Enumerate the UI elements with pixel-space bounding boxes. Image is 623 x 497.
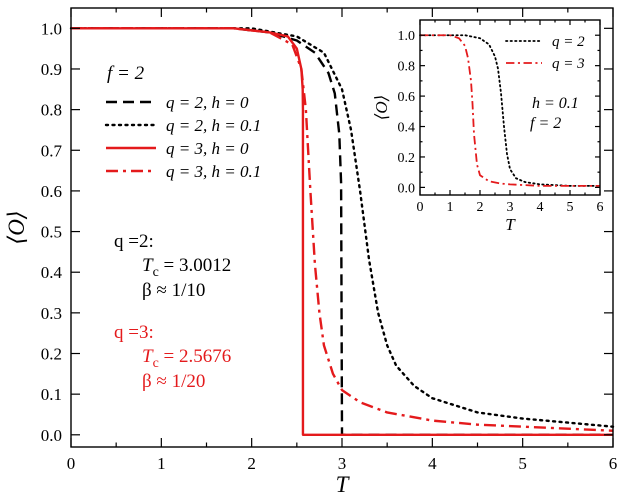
inset-y-tick-label-0: 0.0 xyxy=(398,181,416,196)
main-x-tick-label-3: 3 xyxy=(338,454,347,473)
main-y-tick-label-1: 0.1 xyxy=(41,385,62,404)
inset-y-tick-label-5: 1.0 xyxy=(398,29,416,44)
inset-legend-label-1: q = 2 xyxy=(552,34,585,50)
legend-label-2: q = 2, h = 0.1 xyxy=(166,116,261,135)
inset-x-tick-label-0: 0 xyxy=(417,200,424,215)
main-y-tick-label-4: 0.4 xyxy=(41,263,63,282)
inset-x-tick-label-6: 6 xyxy=(597,200,604,215)
main-y-tick-label-8: 0.8 xyxy=(41,101,62,120)
legend-header: f = 2 xyxy=(107,63,145,84)
inset-note-2: f = 2 xyxy=(530,115,561,132)
inset-x-tick-label-3: 3 xyxy=(507,200,514,215)
main-plot: 0 1 2 3 4 5 6 0.0 0.1 0.2 0.3 0.4 0.5 0.6 0.7 0.8 0.9 1.0… xyxy=(4,7,618,497)
annotation-q2-tc: Tc = 3.0012 xyxy=(142,255,231,280)
main-x-axis-label: T xyxy=(336,472,351,497)
inset-series-line-2 xyxy=(420,34,600,187)
annotation-q3-tc: Tc = 2.5676 xyxy=(142,346,231,371)
inset-x-tick-label-2: 2 xyxy=(477,200,484,215)
main-y-tick-label-6: 0.6 xyxy=(41,182,62,201)
main-y-tick-label-10: 1.0 xyxy=(41,19,62,38)
main-y-tick-label-5: 0.5 xyxy=(41,223,62,242)
inset-y-axis-label: ⟨O⟩ xyxy=(372,95,391,121)
main-y-tick-label-3: 0.3 xyxy=(41,304,62,323)
main-x-tick-label-1: 1 xyxy=(157,454,166,473)
inset-y-tick-label-2: 0.4 xyxy=(398,121,416,136)
inset-y-tick-label-1: 0.2 xyxy=(398,151,416,166)
annotation-q2-label: q =2: xyxy=(114,231,154,252)
legend-label-4: q = 3, h = 0.1 xyxy=(166,162,261,181)
legend-label-3: q = 3, h = 0 xyxy=(166,139,249,158)
inset-series-line-1 xyxy=(419,34,601,187)
inset-y-tick-label-3: 0.6 xyxy=(398,90,416,105)
main-series-line-2 xyxy=(69,27,615,428)
main-x-tick-label-2: 2 xyxy=(247,454,256,473)
main-y-tick-label-0: 0.0 xyxy=(41,426,62,445)
main-y-axis-label: ⟨O⟩ xyxy=(4,210,29,245)
main-x-tick-label-5: 5 xyxy=(518,454,527,473)
main-y-tick-label-9: 0.9 xyxy=(41,60,62,79)
main-series-line-4 xyxy=(71,27,614,432)
annotation-q3-label: q =3: xyxy=(114,322,154,343)
inset-legend-label-2: q = 3 xyxy=(552,56,585,72)
annotation-q3-beta: β ≈ 1/20 xyxy=(142,371,205,392)
inset-x-tick-label-1: 1 xyxy=(447,200,454,215)
inset-x-tick-label-5: 5 xyxy=(567,200,574,215)
inset-note-1: h = 0.1 xyxy=(532,95,579,112)
main-y-tick-label-2: 0.2 xyxy=(41,345,62,364)
inset-plot: 0 1 2 3 4 5 6 0.0 0.2 0.4 0.6 0.8 1.0 T ⟨O⟩ q = 2 q = 3 h… xyxy=(372,19,604,234)
inset-x-axis-label: T xyxy=(505,215,516,234)
inset-x-tick-label-4: 4 xyxy=(537,200,544,215)
main-y-tick-label-7: 0.7 xyxy=(41,141,63,160)
main-x-tick-label-4: 4 xyxy=(428,454,437,473)
main-legend: f = 2 q = 2, h = 0 q = 2, h = 0.1 q = 3, h … xyxy=(104,63,261,181)
main-x-tick-label-6: 6 xyxy=(609,454,618,473)
legend-label-1: q = 2, h = 0 xyxy=(166,93,249,112)
annotation-q2-beta: β ≈ 1/10 xyxy=(142,280,205,301)
main-x-tick-label-0: 0 xyxy=(67,454,76,473)
inset-y-tick-label-4: 0.8 xyxy=(398,60,416,75)
